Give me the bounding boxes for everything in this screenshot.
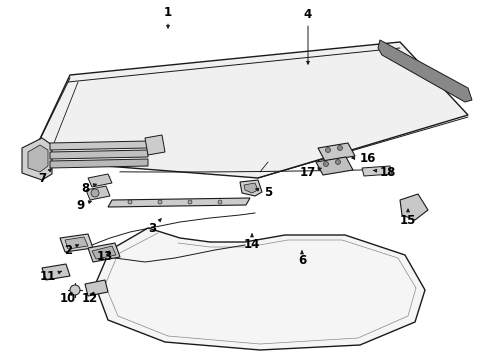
Text: 3: 3 [148,219,161,234]
Circle shape [70,285,80,295]
Text: 6: 6 [298,251,306,267]
Polygon shape [22,138,52,180]
Text: 1: 1 [164,5,172,28]
Text: 2: 2 [64,243,78,257]
Text: 5: 5 [256,185,272,198]
Polygon shape [50,159,148,168]
Text: 7: 7 [38,169,51,185]
Polygon shape [85,280,108,296]
Circle shape [218,200,222,204]
Polygon shape [86,186,110,200]
Text: 12: 12 [82,292,98,305]
Text: 13: 13 [97,251,113,264]
Polygon shape [92,246,116,259]
Polygon shape [400,194,428,220]
Circle shape [325,148,330,153]
Text: 8: 8 [81,181,97,194]
Text: 9: 9 [76,198,91,212]
Text: 4: 4 [304,8,312,64]
Circle shape [336,159,341,165]
Polygon shape [316,157,353,175]
Polygon shape [88,243,120,262]
Polygon shape [145,135,165,155]
Circle shape [128,200,132,204]
Polygon shape [244,183,258,193]
Text: 10: 10 [60,292,76,305]
Polygon shape [28,145,48,172]
Circle shape [158,200,162,204]
Polygon shape [95,228,425,350]
Polygon shape [108,198,250,207]
Polygon shape [65,237,88,249]
Polygon shape [60,234,93,252]
Polygon shape [318,143,355,161]
Circle shape [91,189,99,197]
Text: 18: 18 [374,166,396,179]
Circle shape [338,145,343,150]
Polygon shape [50,141,148,150]
Text: 16: 16 [352,152,376,165]
Polygon shape [88,174,112,187]
Circle shape [323,162,328,166]
Text: 11: 11 [40,270,62,284]
Polygon shape [362,166,392,176]
Text: 17: 17 [300,166,321,179]
Polygon shape [240,180,262,196]
Polygon shape [378,40,472,102]
Polygon shape [30,42,468,178]
Text: 14: 14 [244,234,260,251]
Polygon shape [42,264,70,280]
Text: 15: 15 [400,209,416,226]
Polygon shape [50,150,148,159]
Circle shape [188,200,192,204]
